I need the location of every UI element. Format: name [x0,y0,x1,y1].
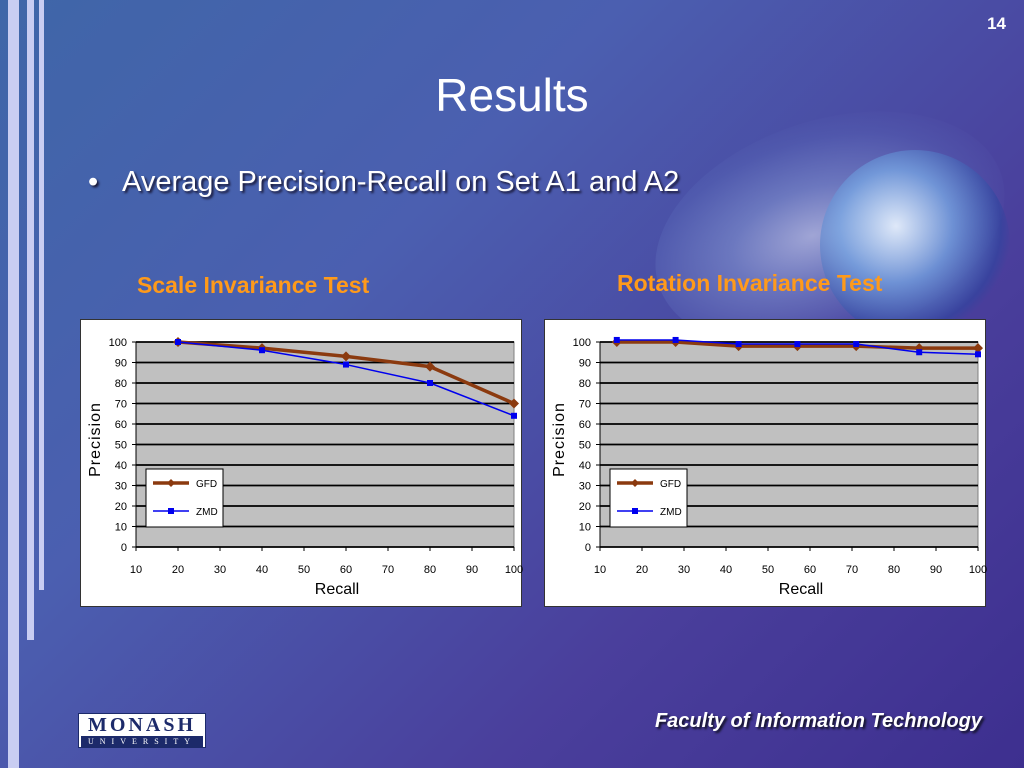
bullet-item: • Average Precision-Recall on Set A1 and … [88,166,679,199]
x-tick-label: 90 [930,564,942,576]
x-tick-label: 30 [214,564,226,576]
x-tick-label: 100 [505,564,523,576]
y-tick-label: 50 [579,440,591,452]
x-tick-label: 50 [298,564,310,576]
data-point-zmd [613,336,620,343]
x-tick-label: 60 [340,564,352,576]
chart-rotation-invariance: 0 10 20 30 40 50 60 70 80 90 100 10 20 30 40 50 60 70 80 90… [544,319,987,607]
y-tick-label: 80 [115,378,127,390]
y-tick-label: 70 [115,399,127,411]
y-tick-label: 60 [115,419,127,431]
y-tick-label: 40 [579,460,591,472]
data-point-gfd [341,351,351,362]
monash-logo: MONASH UNIVERSITY [78,713,206,748]
data-point-zmd [853,341,860,348]
data-point-gfd [973,343,983,354]
y-tick-label: 90 [579,358,591,370]
data-point-gfd [425,361,435,372]
x-tick-label: 70 [846,564,858,576]
y-tick-label: 0 [585,542,591,554]
legend-marker-zmd [168,508,174,514]
y-tick-label: 60 [579,419,591,431]
chart-scale-invariance: 0 10 20 30 40 50 60 70 80 90 100 10 20 30 40 50 60 70 80 90… [80,319,523,607]
y-tick-label: 10 [115,522,127,534]
x-tick-label: 50 [762,564,774,576]
data-point-zmd [735,341,742,348]
data-point-zmd [975,351,981,358]
legend-marker-gfd [167,479,175,487]
x-tick-label: 30 [678,564,690,576]
x-axis-label: Recall [779,581,823,598]
y-tick-label: 40 [115,460,127,472]
y-tick-label: 20 [579,501,591,513]
data-point-zmd [343,361,349,368]
legend-label-zmd: ZMD [660,507,682,518]
x-tick-label: 60 [804,564,816,576]
globe-graphic [820,150,1010,340]
y-tick-label: 70 [579,399,591,411]
footer-text: Faculty of Information Technology [654,710,982,732]
x-tick-label: 20 [172,564,184,576]
x-tick-label: 20 [636,564,648,576]
page-number: 14 [987,14,1006,33]
slide-title: Results [435,69,589,121]
y-tick-label: 10 [579,522,591,534]
decor-stripe-1 [8,0,19,768]
legend-label-gfd: GFD [196,479,217,490]
y-tick-label: 20 [115,501,127,513]
y-tick-label: 90 [115,358,127,370]
y-axis-label: Precision [87,402,104,477]
legend-marker-zmd [632,508,638,514]
legend-box [145,468,224,528]
decor-stripe-3 [39,0,44,590]
y-tick-label: 30 [579,481,591,493]
x-tick-label: 80 [424,564,436,576]
decor-stripe-2 [27,0,34,640]
data-point-zmd [672,336,679,343]
chart-title-scale: Scale Invariance Test [137,272,370,298]
data-point-gfd [509,398,519,409]
x-tick-label: 80 [888,564,900,576]
y-tick-label: 100 [109,337,127,349]
x-tick-label: 10 [594,564,606,576]
y-tick-label: 0 [121,542,127,554]
logo-subtitle: UNIVERSITY [81,736,203,747]
x-tick-label: 70 [382,564,394,576]
x-tick-label: 40 [256,564,268,576]
y-tick-label: 50 [115,440,127,452]
logo-name: MONASH [88,714,196,736]
data-point-zmd [916,349,923,356]
x-tick-label: 100 [969,564,987,576]
legend-box [609,468,688,528]
data-point-zmd [794,341,801,348]
x-tick-label: 10 [130,564,142,576]
bullet-text: Average Precision-Recall on Set A1 and A… [122,166,680,198]
y-axis-label: Precision [551,402,568,477]
data-point-zmd [511,412,517,419]
x-tick-label: 90 [466,564,478,576]
x-axis-label: Recall [315,581,359,598]
bullet-dot: • [88,166,99,198]
data-point-zmd [427,380,433,386]
legend-label-zmd: ZMD [196,507,218,518]
y-tick-label: 30 [115,481,127,493]
legend-marker-gfd [631,479,639,487]
data-point-zmd [259,347,265,354]
y-tick-label: 100 [573,337,591,349]
legend-label-gfd: GFD [660,479,681,490]
y-tick-label: 80 [579,378,591,390]
x-tick-label: 40 [720,564,732,576]
chart-title-rotation: Rotation Invariance Test [617,270,883,296]
data-point-zmd [175,339,181,345]
